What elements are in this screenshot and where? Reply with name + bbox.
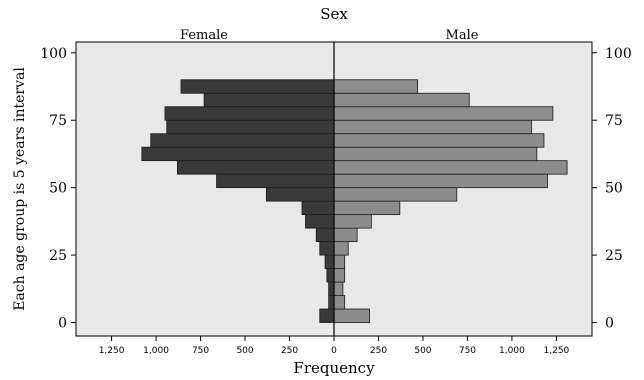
bar-male <box>333 173 548 189</box>
bar-male <box>333 92 470 108</box>
x-tick-label: 1,000 <box>499 346 525 356</box>
y-tick-label-left: 100 <box>40 46 67 62</box>
y-tick-label-right: 50 <box>605 181 623 197</box>
bar-male <box>333 119 532 135</box>
bar-layer <box>141 79 568 323</box>
bar-female <box>141 146 335 162</box>
bar-female <box>328 295 335 310</box>
bar-male <box>333 214 372 229</box>
y-tick-label-left: 0 <box>58 316 67 332</box>
bar-male <box>333 106 554 121</box>
bar-male <box>333 308 370 323</box>
bar-female <box>324 254 335 269</box>
bar-male <box>333 227 358 242</box>
panel-label-female: Female <box>180 28 228 43</box>
chart-title: Sex <box>320 5 348 23</box>
bar-female <box>265 187 335 202</box>
x-tick-label: 750 <box>192 346 209 356</box>
x-tick-label: 1,250 <box>99 346 125 356</box>
bar-male <box>333 79 419 94</box>
y-axis-left: 0 25 50 75 100 <box>40 46 76 332</box>
bar-female <box>326 268 335 283</box>
x-tick-label: 1,000 <box>143 346 169 356</box>
bar-male <box>333 146 538 162</box>
panel-label-male: Male <box>446 28 479 43</box>
y-tick-label-left: 75 <box>49 113 67 129</box>
bar-male <box>333 187 458 202</box>
bar-female <box>315 227 335 242</box>
bar-female <box>328 281 335 296</box>
bar-male <box>333 254 346 269</box>
bar-male <box>333 281 344 296</box>
y-tick-label-left: 50 <box>49 181 67 197</box>
bar-female <box>150 133 335 148</box>
bar-female <box>301 200 335 216</box>
x-axis: 1,250 1,000 750 500 250 0 250 500 750 1,000 1,250 <box>99 336 570 356</box>
bar-male <box>333 133 545 148</box>
bar-female <box>164 106 335 121</box>
bar-female <box>177 160 335 175</box>
x-tick-label: 0 <box>331 346 337 356</box>
bar-male <box>333 200 401 216</box>
x-tick-label: 250 <box>281 346 298 356</box>
bar-female <box>319 308 335 323</box>
y-tick-label-right: 0 <box>605 316 614 332</box>
bar-female <box>166 119 335 135</box>
y-tick-label-right: 100 <box>605 46 632 62</box>
bar-female <box>216 173 335 189</box>
y-tick-label-right: 25 <box>605 248 623 264</box>
y-axis-label: Each age group is 5 years interval <box>12 67 28 311</box>
x-tick-label: 500 <box>414 346 431 356</box>
bar-female <box>180 79 335 94</box>
x-tick-label: 500 <box>236 346 253 356</box>
bar-male <box>333 160 568 175</box>
bar-male <box>333 241 349 256</box>
y-axis-right: 0 25 50 75 100 <box>592 46 632 332</box>
x-axis-label: Frequency <box>293 359 375 377</box>
bar-female <box>203 92 335 108</box>
y-tick-label-left: 25 <box>49 248 67 264</box>
y-tick-label-right: 75 <box>605 113 623 129</box>
bar-female <box>305 214 335 229</box>
x-tick-label: 750 <box>459 346 476 356</box>
bar-male <box>333 268 346 283</box>
bar-female <box>319 241 335 256</box>
bar-male <box>333 295 346 310</box>
x-tick-label: 250 <box>370 346 387 356</box>
x-tick-label: 1,250 <box>544 346 570 356</box>
